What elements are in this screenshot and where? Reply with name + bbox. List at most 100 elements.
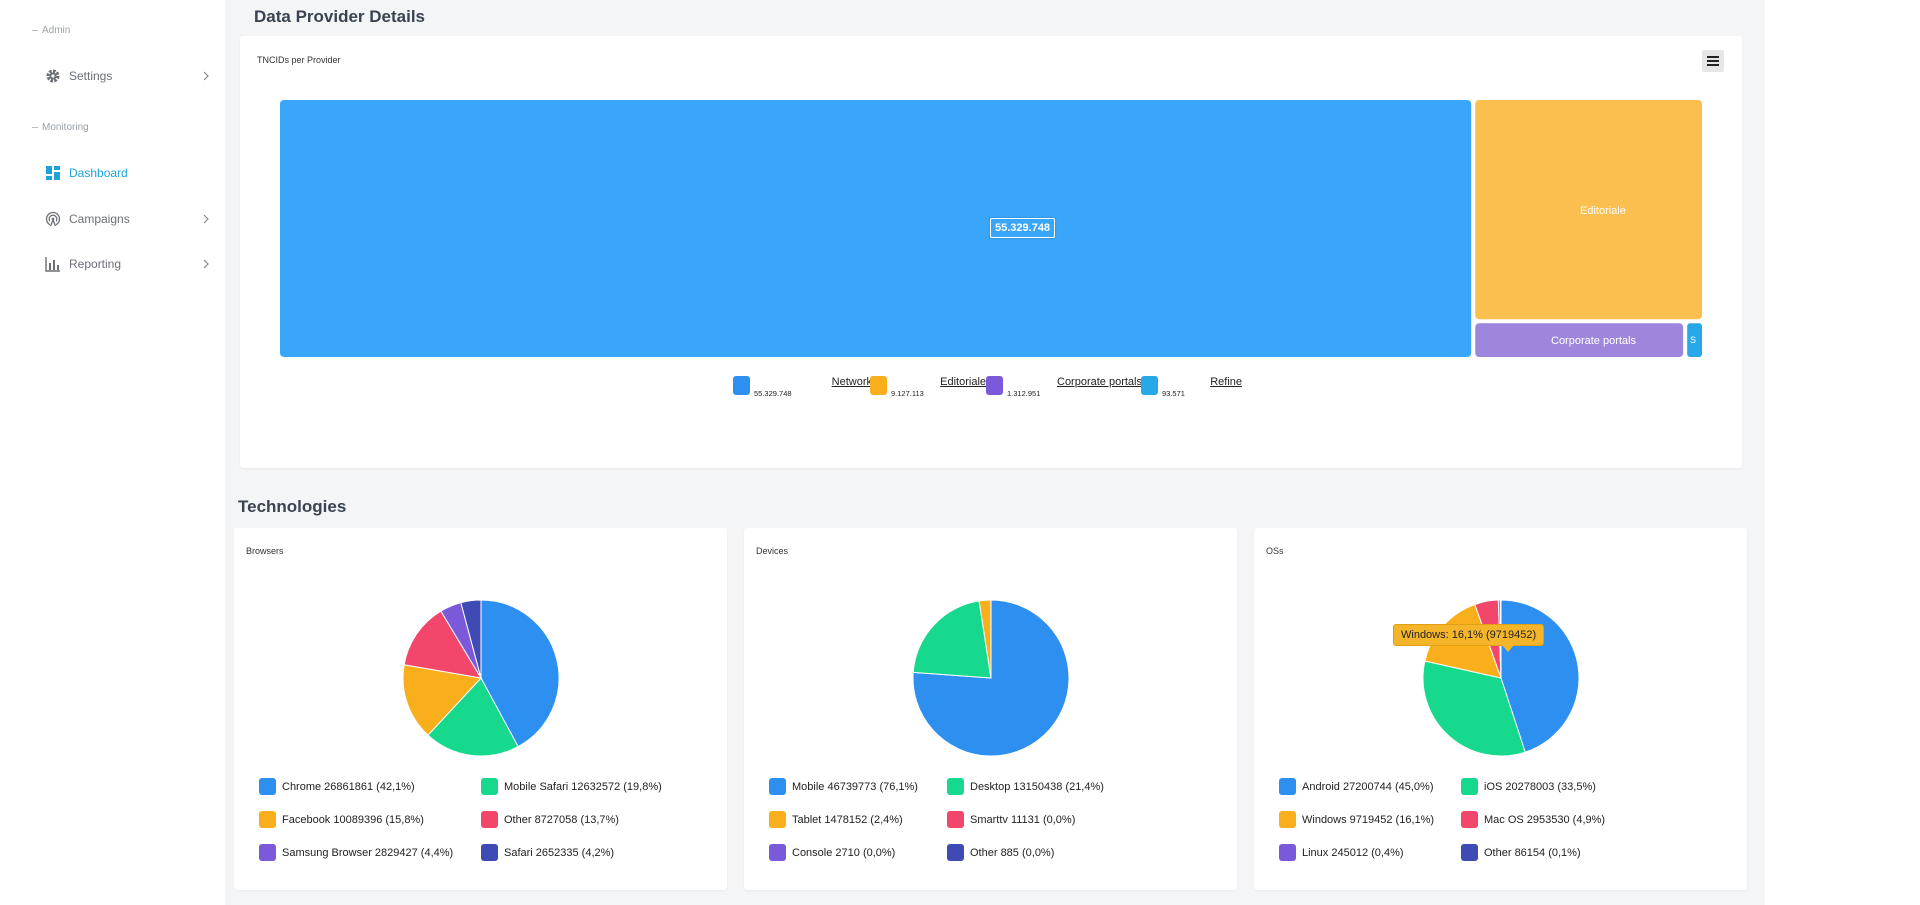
legend-item-other[interactable]: Other 885 (0,0%)	[947, 844, 1054, 861]
legend-text: Mobile 46739773 (76,1%)	[792, 780, 918, 793]
legend-text: Other 86154 (0,1%)	[1484, 846, 1581, 859]
pie-slice-facebook[interactable]	[402, 664, 482, 736]
devices-pie-chart	[912, 599, 1070, 757]
legend-item-network[interactable]: Network 55.329.748	[733, 376, 872, 400]
legend-name: Editoriale	[940, 376, 986, 388]
sidebar-item-label: Campaigns	[69, 212, 130, 226]
legend-text: Android 27200744 (45,0%)	[1302, 780, 1434, 793]
legend-item-samsung-browser[interactable]: Samsung Browser 2829427 (4,4%)	[259, 844, 453, 861]
legend-item-linux[interactable]: Linux 245012 (0,4%)	[1279, 844, 1404, 861]
legend-swatch	[1461, 811, 1478, 828]
legend-swatch	[769, 811, 786, 828]
chevron-right-icon	[203, 71, 209, 81]
legend-text: Linux 245012 (0,4%)	[1302, 846, 1404, 859]
sidebar-item-dashboard[interactable]: Dashboard	[44, 160, 216, 186]
legend-swatch	[769, 778, 786, 795]
legend-name: Network	[831, 376, 872, 388]
legend-swatch	[259, 778, 276, 795]
legend-item-other[interactable]: Other 86154 (0,1%)	[1461, 844, 1581, 861]
oss-pie-chart	[1422, 599, 1580, 757]
legend-name: Corporate portals	[1057, 376, 1142, 388]
legend-swatch	[481, 844, 498, 861]
legend-text: Facebook 10089396 (15,8%)	[282, 813, 424, 826]
legend-text: Mac OS 2953530 (4,9%)	[1484, 813, 1606, 826]
legend-swatch	[947, 844, 964, 861]
legend-swatch	[1279, 778, 1296, 795]
browsers-title: Browsers	[246, 546, 284, 556]
sidebar-item-label: Dashboard	[69, 166, 128, 180]
devices-title: Devices	[756, 546, 789, 556]
pie-slice-safari[interactable]	[460, 599, 482, 679]
chevron-right-icon	[203, 259, 209, 269]
legend-text: Smarttv 11131 (0,0%)	[970, 813, 1076, 826]
legend-value: 93.571	[1162, 389, 1185, 398]
legend-swatch	[947, 811, 964, 828]
legend-item-desktop[interactable]: Desktop 13150438 (21,4%)	[947, 778, 1104, 795]
legend-swatch	[947, 778, 964, 795]
pie-slice-mobile-safari[interactable]	[427, 677, 519, 757]
legend-item-android[interactable]: Android 27200744 (45,0%)	[1279, 778, 1433, 795]
broadcast-icon	[44, 210, 62, 228]
legend-swatch	[986, 376, 1003, 395]
legend-swatch	[769, 844, 786, 861]
page-title-data-provider: Data Provider Details	[254, 7, 426, 26]
browsers-pie-chart	[402, 599, 560, 757]
chart-tooltip: Windows: 16,1% (9719452)	[1393, 624, 1545, 652]
legend-swatch	[1279, 844, 1296, 861]
sidebar-item-reporting[interactable]: Reporting	[44, 251, 216, 277]
pie-slice-mobile[interactable]	[912, 599, 1070, 757]
legend-swatch	[259, 844, 276, 861]
legend-text: Other 885 (0,0%)	[970, 846, 1055, 859]
gear-icon	[44, 67, 62, 85]
legend-text: Samsung Browser 2829427 (4,4%)	[282, 846, 454, 859]
legend-item-mac-os[interactable]: Mac OS 2953530 (4,9%)	[1461, 811, 1605, 828]
chart-menu-button[interactable]	[1702, 50, 1724, 72]
legend-swatch	[1141, 376, 1158, 395]
legend-item-other[interactable]: Other 8727058 (13,7%)	[481, 811, 619, 828]
section-title-technologies: Technologies	[238, 497, 347, 516]
treemap-tile-editoriale[interactable]	[1475, 100, 1702, 320]
treemap-tile-network[interactable]	[280, 100, 1472, 357]
legend-text: Windows 9719452 (16,1%)	[1302, 813, 1435, 826]
sidebar: Admin Settings Monitoring Dashboard Camp…	[0, 0, 225, 905]
legend-item-refine[interactable]: Refine 93.571	[1141, 376, 1242, 400]
chevron-right-icon	[203, 214, 209, 224]
legend-item-mobile-safari[interactable]: Mobile Safari 12632572 (19,8%)	[481, 778, 662, 795]
legend-value: 9.127.113	[891, 389, 924, 398]
sidebar-item-label: Reporting	[69, 257, 122, 271]
legend-item-smarttv[interactable]: Smarttv 11131 (0,0%)	[947, 811, 1075, 828]
legend-item-console[interactable]: Console 2710 (0,0%)	[769, 844, 895, 861]
legend-item-tablet[interactable]: Tablet 1478152 (2,4%)	[769, 811, 903, 828]
legend-text: Safari 2652335 (4,2%)	[504, 846, 615, 859]
pie-slice-ios[interactable]	[1422, 660, 1526, 757]
legend-text: Desktop 13150438 (21,4%)	[970, 780, 1104, 793]
legend-item-safari[interactable]: Safari 2652335 (4,2%)	[481, 844, 614, 861]
treemap-data-label-network: 55.329.748	[990, 218, 1056, 238]
treemap-tile-corporate-portals[interactable]	[1475, 323, 1684, 357]
sidebar-section-monitoring: Monitoring	[32, 122, 89, 133]
legend-text: Mobile Safari 12632572 (19,8%)	[504, 780, 662, 793]
pie-slice-other[interactable]	[403, 610, 482, 679]
hamburger-icon	[1707, 56, 1719, 66]
pie-slice-chrome[interactable]	[480, 599, 560, 748]
legend-item-corporate-portals[interactable]: Corporate portals 1.312.951	[986, 376, 1142, 400]
sidebar-item-campaigns[interactable]: Campaigns	[44, 206, 216, 232]
pie-slice-desktop[interactable]	[912, 600, 992, 679]
legend-item-editoriale[interactable]: Editoriale 9.127.113	[870, 376, 986, 400]
legend-swatch	[481, 778, 498, 795]
treemap-tile-refine[interactable]	[1687, 323, 1702, 357]
treemap-tile-label-editoriale: Editoriale	[1580, 205, 1626, 217]
legend-item-chrome[interactable]: Chrome 26861861 (42,1%)	[259, 778, 415, 795]
legend-item-mobile[interactable]: Mobile 46739773 (76,1%)	[769, 778, 918, 795]
legend-swatch	[1461, 844, 1478, 861]
sidebar-item-settings[interactable]: Settings	[44, 63, 216, 89]
legend-item-ios[interactable]: iOS 20278003 (33,5%)	[1461, 778, 1596, 795]
devices-card: Devices Mobile 46739773 (76,1%) Desktop …	[744, 528, 1237, 890]
browsers-card: Browsers Chrome 26861861 (42,1%) Mobile …	[234, 528, 727, 890]
legend-item-facebook[interactable]: Facebook 10089396 (15,8%)	[259, 811, 424, 828]
legend-swatch	[870, 376, 887, 395]
legend-item-windows[interactable]: Windows 9719452 (16,1%)	[1279, 811, 1434, 828]
oss-card: OSs Android 27200744 (45,0%) iOS 2027800…	[1254, 528, 1747, 890]
treemap-tile-label-corporate-portals: Corporate portals	[1551, 335, 1636, 347]
